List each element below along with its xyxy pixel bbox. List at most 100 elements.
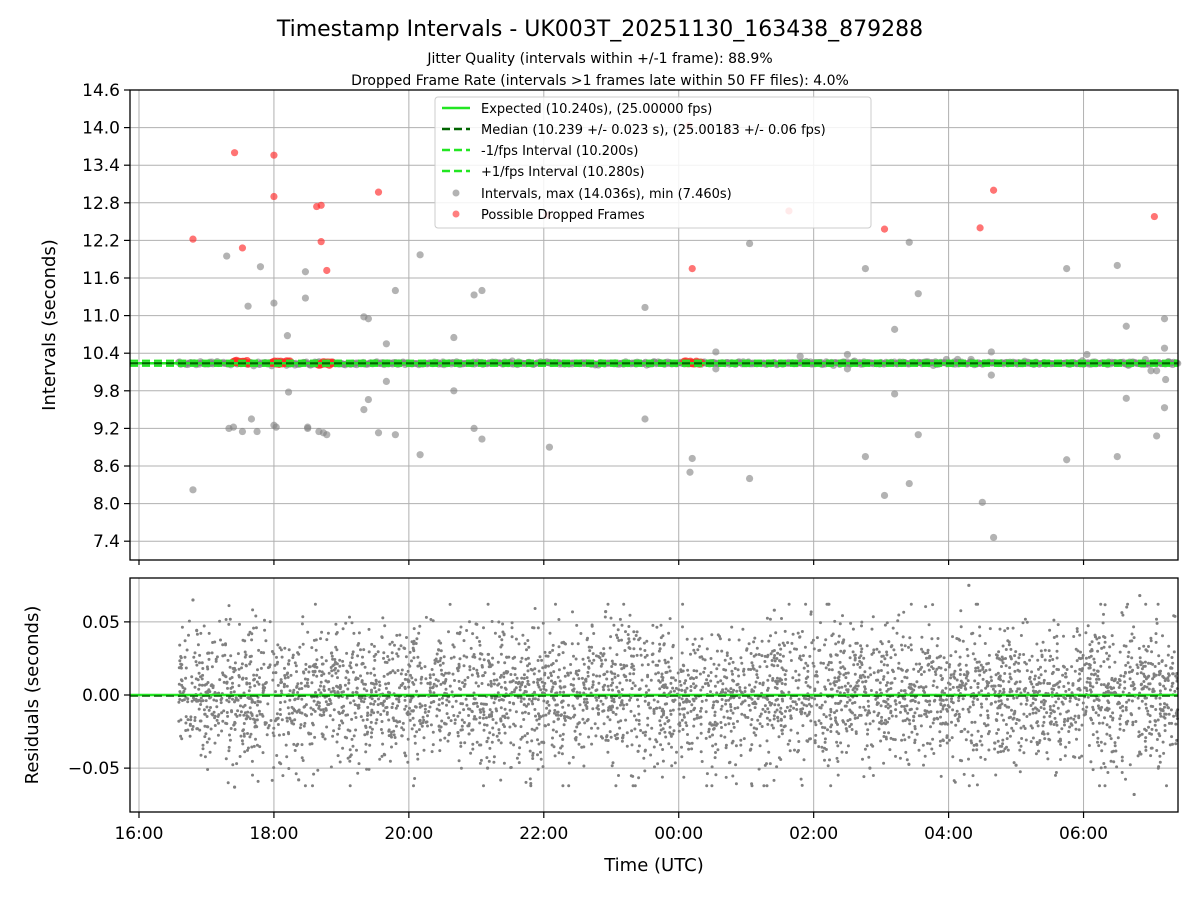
- residual-point: [381, 702, 384, 705]
- residual-point: [369, 726, 372, 729]
- residual-point: [552, 670, 555, 673]
- residual-point: [320, 631, 323, 634]
- residual-point: [385, 697, 388, 700]
- residual-point: [373, 645, 376, 648]
- residual-point: [1089, 688, 1092, 691]
- residual-point: [750, 743, 753, 746]
- residual-point: [698, 645, 701, 648]
- residual-point: [912, 668, 915, 671]
- residual-point: [797, 749, 800, 752]
- residual-point: [986, 682, 989, 685]
- residual-point: [705, 737, 708, 740]
- residual-point: [970, 734, 973, 737]
- residual-point: [493, 672, 496, 675]
- residual-point: [1020, 745, 1023, 748]
- residual-point: [478, 640, 481, 643]
- residual-point: [1104, 708, 1107, 711]
- residual-point: [1008, 643, 1011, 646]
- residual-point: [710, 784, 713, 787]
- residual-point: [761, 708, 764, 711]
- residual-point: [1166, 676, 1169, 679]
- residual-point: [1126, 603, 1129, 606]
- residual-point: [432, 700, 435, 703]
- residual-point: [540, 659, 543, 662]
- residual-point: [285, 744, 288, 747]
- residual-point: [227, 781, 230, 784]
- residual-point: [997, 700, 1000, 703]
- residual-point: [197, 643, 200, 646]
- residual-point: [868, 711, 871, 714]
- residual-point: [444, 678, 447, 681]
- residual-point: [596, 727, 599, 730]
- residual-point: [774, 631, 777, 634]
- residual-point: [1099, 665, 1102, 668]
- residual-point: [418, 728, 421, 731]
- residual-point: [194, 651, 197, 654]
- residual-point: [313, 700, 316, 703]
- residual-point: [1076, 627, 1079, 630]
- residual-point: [724, 659, 727, 662]
- residual-point: [1122, 729, 1125, 732]
- residual-point: [1022, 621, 1025, 624]
- residual-point: [940, 775, 943, 778]
- interval-point: [906, 239, 913, 246]
- residual-point: [420, 667, 423, 670]
- residual-point: [283, 674, 286, 677]
- residual-point: [454, 718, 457, 721]
- residual-point: [791, 676, 794, 679]
- residual-point: [1036, 659, 1039, 662]
- residual-point: [525, 648, 528, 651]
- residual-point: [255, 626, 258, 629]
- residual-point: [482, 784, 485, 787]
- residual-point: [383, 624, 386, 627]
- residual-point: [958, 713, 961, 716]
- residual-point: [612, 761, 615, 764]
- residual-point: [1119, 674, 1122, 677]
- residual-point: [238, 623, 241, 626]
- residual-point: [951, 736, 954, 739]
- residual-point: [769, 762, 772, 765]
- residual-point: [1159, 689, 1162, 692]
- residual-point: [637, 750, 640, 753]
- residual-point: [714, 773, 717, 776]
- residual-point: [253, 745, 256, 748]
- residual-point: [860, 650, 863, 653]
- residual-point: [753, 637, 756, 640]
- residual-point: [997, 650, 1000, 653]
- residual-point: [336, 733, 339, 736]
- residual-point: [921, 650, 924, 653]
- residual-point: [272, 671, 275, 674]
- residual-point: [1170, 667, 1173, 670]
- residual-point: [825, 748, 828, 751]
- residual-point: [670, 657, 673, 660]
- residual-point: [1036, 691, 1039, 694]
- residual-point: [489, 708, 492, 711]
- residual-point: [1102, 660, 1105, 663]
- residual-point: [455, 700, 458, 703]
- residual-point: [1010, 690, 1013, 693]
- residual-point: [465, 629, 468, 632]
- residual-point: [685, 724, 688, 727]
- residual-point: [925, 715, 928, 718]
- residual-point: [637, 713, 640, 716]
- residual-point: [296, 682, 299, 685]
- residual-point: [875, 648, 878, 651]
- residual-point: [1002, 645, 1005, 648]
- residual-point: [725, 776, 728, 779]
- residual-point: [897, 667, 900, 670]
- residual-point: [1000, 659, 1003, 662]
- residual-point: [753, 686, 756, 689]
- residual-point: [648, 738, 651, 741]
- residual-point: [976, 783, 979, 786]
- residual-point: [231, 686, 234, 689]
- residual-point: [412, 642, 415, 645]
- residual-point: [753, 727, 756, 730]
- residual-point: [356, 687, 359, 690]
- residual-point: [509, 709, 512, 712]
- residual-point: [977, 730, 980, 733]
- residual-point: [227, 659, 230, 662]
- residual-point: [551, 649, 554, 652]
- residual-point: [699, 673, 702, 676]
- residual-point: [281, 718, 284, 721]
- residual-point: [1006, 706, 1009, 709]
